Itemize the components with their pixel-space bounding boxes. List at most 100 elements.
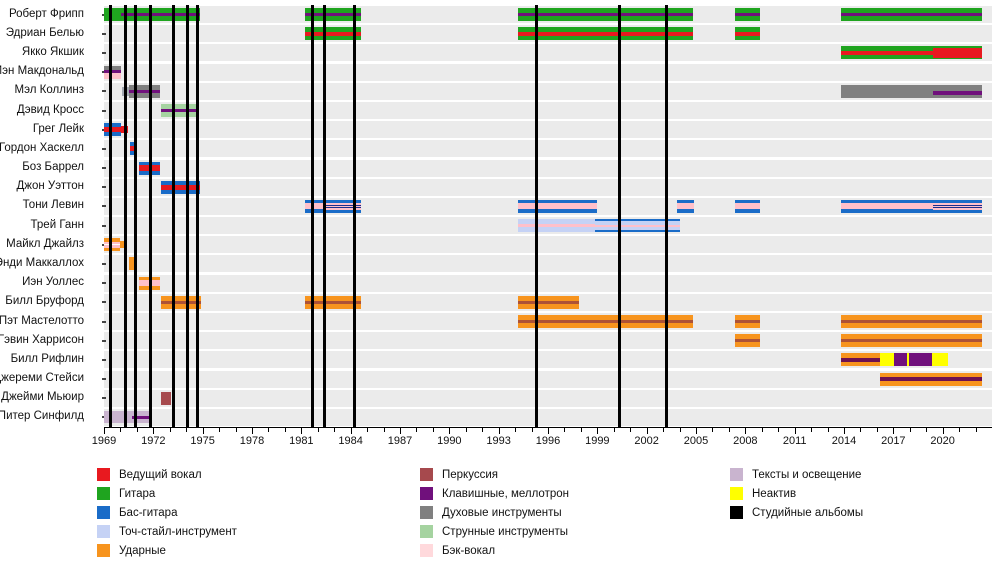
green-stripe bbox=[518, 8, 693, 13]
legend-column: Ведущий вокал Гитара Бас-гитара Точ-стайл-и… bbox=[97, 465, 237, 560]
blue-stripe bbox=[325, 209, 361, 213]
legend-item: Бэк-вокал bbox=[420, 541, 569, 560]
tenure-bar bbox=[518, 315, 693, 328]
tick-label: 2014 bbox=[831, 435, 857, 447]
navy-stripe bbox=[325, 204, 361, 206]
backp-stripe bbox=[932, 203, 983, 205]
plot-area: Роберт Фрипп Эдриан Белью Якко Якшик Иэн Ма… bbox=[0, 5, 992, 427]
y-axis-tick bbox=[102, 378, 106, 381]
backp-stripe bbox=[932, 205, 983, 208]
minor-tick bbox=[663, 428, 665, 432]
blue-stripe bbox=[735, 199, 761, 204]
minor-tick bbox=[465, 428, 467, 432]
keys-stripe bbox=[518, 12, 693, 17]
rieflin-stripe bbox=[880, 377, 983, 381]
y-axis-tick bbox=[102, 90, 106, 93]
major-tick bbox=[893, 428, 895, 434]
winds-stripe bbox=[128, 93, 160, 98]
major-tick bbox=[498, 428, 500, 434]
lyrics-stripe bbox=[131, 419, 149, 424]
legend-label: Неактив bbox=[752, 487, 797, 500]
legend-swatch-icon bbox=[97, 468, 110, 481]
backp-stripe bbox=[677, 203, 694, 210]
major-tick bbox=[202, 428, 204, 434]
blue-stripe bbox=[160, 189, 201, 194]
winds-stripe bbox=[932, 84, 983, 92]
backp-stripe bbox=[325, 203, 361, 205]
red-stripe bbox=[735, 31, 761, 36]
keys-stripe bbox=[735, 12, 761, 17]
major-tick bbox=[646, 428, 648, 434]
tenure-bar bbox=[735, 315, 761, 328]
legend-swatch-icon bbox=[97, 487, 110, 500]
keys-stripe bbox=[104, 69, 122, 74]
orange-stripe bbox=[160, 295, 201, 301]
legend-swatch-icon bbox=[420, 544, 433, 557]
legend-item: Студийные альбомы bbox=[730, 503, 863, 522]
tenure-bar bbox=[518, 8, 693, 22]
backp-stripe bbox=[518, 203, 598, 210]
legend-swatch-icon bbox=[97, 506, 110, 519]
tick-label: 2005 bbox=[683, 435, 709, 447]
blue-stripe bbox=[305, 199, 326, 204]
studio-album-line bbox=[311, 5, 315, 427]
tenure-bar bbox=[128, 84, 160, 98]
member-label: Гордон Хаскелл bbox=[0, 141, 84, 154]
member-row bbox=[104, 44, 992, 62]
y-axis-tick bbox=[102, 397, 106, 400]
major-tick bbox=[301, 428, 303, 434]
tenure-bar bbox=[677, 199, 694, 213]
tenure-bar bbox=[120, 241, 127, 249]
tenure-bar bbox=[906, 353, 910, 367]
member-row bbox=[104, 370, 992, 388]
dstripe-stripe bbox=[840, 339, 983, 343]
dstripe-stripe bbox=[160, 300, 201, 304]
legend-label: Ударные bbox=[119, 544, 166, 557]
blue-stripe bbox=[677, 209, 694, 213]
tenure-bar bbox=[518, 295, 580, 309]
tick-label: 1978 bbox=[239, 435, 265, 447]
member-row bbox=[104, 178, 992, 196]
tick-label: 2011 bbox=[782, 435, 807, 447]
legend-item: Перкуссия bbox=[420, 465, 569, 484]
member-label: Эдриан Белью bbox=[5, 26, 84, 39]
blue-stripe bbox=[104, 123, 122, 128]
tenure-bar bbox=[909, 353, 932, 367]
tick-label: 2008 bbox=[733, 435, 758, 447]
tenure-bar bbox=[305, 199, 326, 213]
major-tick bbox=[252, 428, 253, 434]
tick-label: 2017 bbox=[881, 435, 906, 447]
tenure-bar bbox=[160, 180, 201, 194]
dstripe-stripe bbox=[840, 320, 983, 323]
tenure-bar bbox=[880, 372, 983, 386]
minor-tick bbox=[334, 428, 336, 432]
tenure-bar bbox=[518, 27, 693, 41]
studio-album-line bbox=[185, 5, 189, 427]
legend-swatch-icon bbox=[730, 506, 743, 519]
member-label: Дэвид Кросс bbox=[16, 103, 84, 116]
blue-stripe bbox=[305, 209, 326, 213]
studio-album-line bbox=[109, 5, 113, 427]
green-stripe bbox=[121, 16, 201, 22]
studio-album-line bbox=[353, 5, 357, 427]
orange-stripe bbox=[305, 295, 361, 301]
keys-stripe bbox=[131, 415, 149, 420]
tick-label: 1969 bbox=[91, 435, 117, 447]
green-stripe bbox=[735, 35, 761, 41]
keys-stripe bbox=[305, 12, 361, 17]
member-row bbox=[104, 408, 992, 426]
orange-stripe bbox=[840, 315, 983, 320]
tick-label: 2020 bbox=[930, 435, 955, 447]
orange-stripe bbox=[518, 303, 580, 309]
minor-tick bbox=[630, 428, 632, 432]
orange-stripe bbox=[880, 380, 983, 386]
y-axis-tick bbox=[102, 262, 106, 265]
y-axis-tick bbox=[102, 224, 106, 227]
tenure-bar bbox=[518, 219, 595, 233]
legend-label: Духовые инструменты bbox=[442, 506, 562, 519]
winds-stripe bbox=[932, 94, 983, 98]
green-stripe bbox=[840, 54, 933, 60]
tenure-bar bbox=[932, 199, 983, 213]
legend-item: Струнные инструменты bbox=[420, 522, 569, 541]
tenure-bar bbox=[840, 46, 933, 60]
